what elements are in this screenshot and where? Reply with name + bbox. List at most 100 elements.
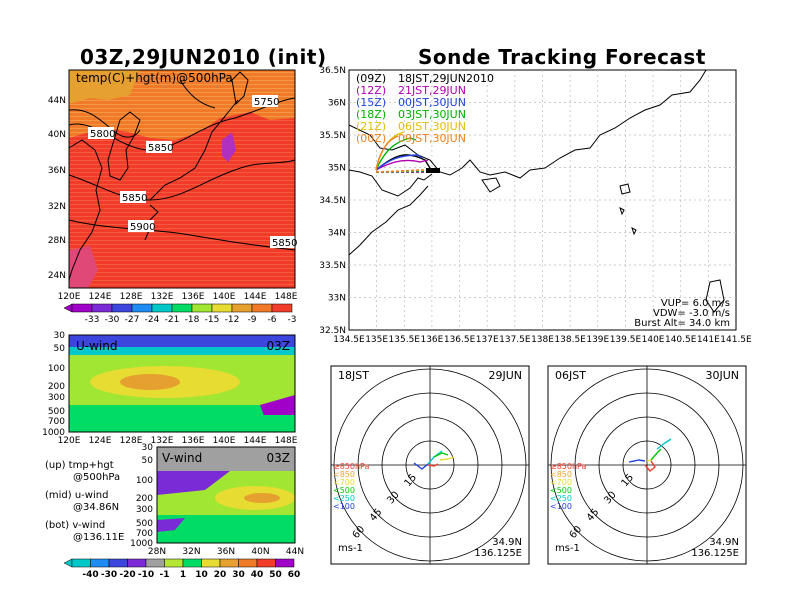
map500-colorbar-label: -9	[248, 315, 257, 325]
wind-colorbar-swatch	[164, 558, 184, 568]
track-legend-local: 09JST,30JUN	[398, 132, 466, 145]
left-title: 03Z,29JUN2010 (init)	[80, 45, 327, 69]
map500-lon-tick: 124E	[89, 292, 112, 302]
wind-colorbar-swatch	[238, 558, 258, 568]
hodo-trace	[439, 456, 455, 461]
contour-label-2: 5800	[90, 129, 115, 140]
hodo-legend-item: <500	[550, 486, 572, 495]
hodo-legend-item: ≥850hPa	[550, 462, 587, 471]
notes: (up) tmp+hgt @500hPa (mid) u-wind @34.86…	[45, 460, 155, 544]
hodo-lat: 34.9N	[492, 537, 522, 548]
map500-colorbar-label: -3	[288, 315, 297, 325]
uwind-time: 03Z	[267, 339, 291, 353]
map500-colorbar-label: -15	[205, 315, 220, 325]
hodo-legend-item: <250	[550, 494, 572, 503]
track-line	[375, 154, 423, 171]
hodo-legend-item: <100	[333, 502, 355, 511]
track-lon-tick: 140E	[642, 335, 665, 345]
track-landing-marker	[426, 168, 440, 173]
wind-colorbar-swatch	[219, 558, 239, 568]
track-legend-run: (00Z)	[356, 132, 386, 145]
vwind-p-tick: 500	[136, 519, 153, 529]
track-legend-local: 21JST,29JUN	[398, 84, 466, 97]
hodo-legend-item: <700	[333, 478, 355, 487]
map500-lat-tick: 44N	[48, 96, 66, 106]
wind-colorbar-label: -40	[82, 570, 98, 580]
track-legend-run: (12Z)	[356, 84, 386, 97]
vwind-p-tick: 100	[136, 476, 153, 486]
wind-colorbar-swatch	[145, 558, 165, 568]
vwind-lat-tick: 44N	[286, 547, 304, 557]
wind-colorbar-label: 40	[251, 570, 264, 580]
wind-colorbar-label: -10	[138, 570, 154, 580]
track-legend-local: 06JST,30JUN	[398, 120, 466, 133]
wind-colorbar-swatch	[201, 558, 221, 568]
uwind-p-tick: 1000	[42, 428, 65, 438]
wind-colorbar-label: 30	[232, 570, 245, 580]
hodo-legend-item: <850	[333, 470, 355, 479]
track-legend-run: (09Z)	[356, 72, 386, 85]
track-line	[375, 159, 429, 171]
vwind-lat-tick: 28N	[148, 547, 166, 557]
track-lat-tick: 36.5N	[319, 66, 346, 76]
burst-text: Burst Alt= 34.0 km	[634, 318, 730, 329]
map500-lat-tick: 24N	[48, 271, 66, 281]
vdw-text: VDW= -3.0 m/s	[653, 308, 730, 319]
wind-colorbar-swatch	[256, 558, 276, 568]
map500-colorbar-label: -30	[105, 315, 120, 325]
track-legend-run: (21Z)	[356, 120, 386, 133]
hodo-legend-item: ≥850hPa	[333, 462, 370, 471]
track-lon-tick: 136.5E	[444, 335, 476, 345]
vwind-p-tick: 700	[136, 529, 153, 539]
uwind-p-tick: 200	[48, 382, 65, 392]
uwind-label: U-wind	[76, 339, 117, 353]
contour-label-1: 5750	[254, 97, 279, 108]
track-lon-tick: 138E	[531, 335, 554, 345]
note-mid: (mid) u-wind @34.86N	[45, 490, 155, 514]
contour-label-4: 5850	[122, 193, 147, 204]
hodo-legend-item: <250	[333, 494, 355, 503]
track-lon-tick: 141E	[697, 335, 720, 345]
map500-lat-tick: 32N	[48, 202, 66, 212]
map500-colorbar-label: -33	[85, 315, 100, 325]
track-lon-tick: 134.5E	[333, 335, 365, 345]
uwind-p-tick: 700	[48, 417, 65, 427]
wind-colorbar-swatch	[182, 558, 202, 568]
track-line	[375, 135, 399, 171]
track-lon-tick: 135.5E	[389, 335, 421, 345]
hodo-trace	[656, 438, 672, 450]
hodo-left-label: 06JST	[555, 369, 586, 382]
map500-lon-tick: 140E	[213, 292, 236, 302]
contour-label-3: 5850	[148, 143, 173, 154]
uwind-lon-tick: 136E	[182, 436, 205, 446]
wind-colorbar-label: -30	[101, 570, 117, 580]
map500-lat-tick: 36N	[48, 166, 66, 176]
uwind-lon-tick: 148E	[275, 436, 298, 446]
map500-colorbar-label: -6	[268, 315, 277, 325]
wind-colorbar-swatch	[71, 558, 91, 568]
contour-label-5: 5900	[130, 222, 155, 233]
map500-lon-tick: 120E	[58, 292, 81, 302]
track-coastline	[348, 69, 725, 313]
hodo-legend-item: <500	[333, 486, 355, 495]
wind-colorbar-label: 20	[214, 570, 227, 580]
hodo-trace	[646, 459, 652, 462]
note-bot-b: @136.11E	[73, 532, 125, 543]
track-line	[375, 137, 417, 171]
map500-lon-tick: 128E	[120, 292, 143, 302]
vup-text: VUP= 6.0 m/s	[661, 298, 730, 309]
map500-panel: 5750 5800 5850 5850 5900 5850 temp(C)+hg…	[48, 69, 298, 325]
hodo-legend-item: <850	[550, 470, 572, 479]
map500-lon-tick: 136E	[182, 292, 205, 302]
vwind-lat-tick: 40N	[251, 547, 269, 557]
uwind-lon-tick: 140E	[213, 436, 236, 446]
map500-lon-tick: 132E	[151, 292, 174, 302]
track-legend-local: 03JST,30JUN	[398, 108, 466, 121]
track-lon-tick: 137.5E	[499, 335, 531, 345]
hodo-legend-item: <700	[550, 478, 572, 487]
map500-colorbar-swatch	[271, 303, 293, 313]
track-legend-run: (18Z)	[356, 108, 386, 121]
